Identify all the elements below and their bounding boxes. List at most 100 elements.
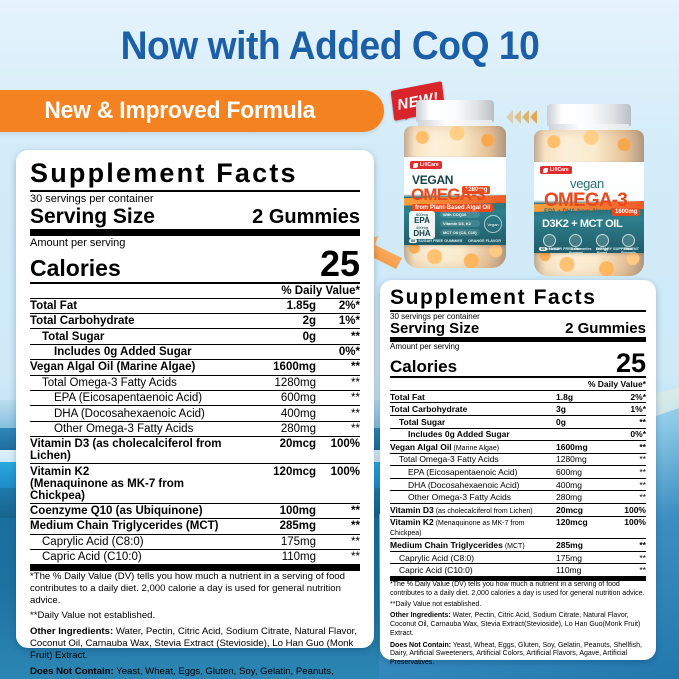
gummy-count: 60 SUGAR FREE Gummies (539, 246, 592, 251)
nutrient-daily-value: ** (351, 330, 360, 343)
nutrient-daily-value: ** (639, 467, 646, 478)
nutrition-row: Total Sugar 0g ** (30, 328, 360, 343)
nutrient-amount: 1280mg (274, 376, 316, 389)
label-mg-chip: 1600mg (612, 208, 641, 217)
nutrition-row: Caprylic Acid (C8:0) 175mg ** (390, 550, 646, 564)
nutrient-name: Capric Acid (C10:0) (399, 565, 473, 576)
leaf-icon (413, 162, 418, 168)
nutrition-row: Vegan Algal Oil (Marine Algae) 1600mg ** (30, 359, 360, 374)
nutrient-name: EPA (Eicosapentaenoic Acid) (54, 392, 203, 405)
nutrient-daily-value: 1%* (630, 404, 646, 415)
dha-label: DHA (413, 229, 431, 239)
nutrient-amount: 600mg (280, 392, 316, 405)
other-ingredients: Other Ingredients: Water, Pectin, Citric… (390, 612, 646, 638)
nutrient-amount: 1600mg (556, 441, 588, 452)
nutrient-daily-value: 0%* (338, 346, 360, 358)
nutrient-name: Medium Chain Triglycerides (MCT) (30, 520, 219, 533)
gummy-count-value: 60 (409, 239, 418, 244)
nutrition-row: DHA (Docosahexaenoic Acid) 400mg ** (390, 477, 646, 491)
nutrient-daily-value: ** (351, 520, 360, 533)
calories-value: 25 (615, 347, 646, 378)
label-bullet: With COQ10 (440, 211, 480, 219)
nutrition-row: Capric Acid (C10:0) 110mg ** (30, 548, 360, 564)
other-ingredients-label: Other Ingredients: (30, 626, 114, 638)
nutrient-amount: 20mcg (556, 504, 583, 515)
nutrient-daily-value: ** (351, 551, 360, 564)
nutrient-daily-value: 1%* (338, 315, 360, 328)
chevron-left-icon (522, 110, 529, 124)
nutrient-name: Vegan Algal Oil (Marine Algae) (30, 361, 196, 374)
serving-size-value: 2 Gummies (565, 320, 646, 338)
divider-thick (30, 228, 360, 236)
nutrient-name: Vegan Algal Oil (Marine Algae) (390, 441, 500, 452)
nutrient-name: DHA (Docosahexaenoic Acid) (408, 479, 520, 490)
nutrient-daily-value: ** (639, 454, 646, 465)
nutrient-amount: 280mg (556, 492, 582, 503)
panel-title: Supplement Facts (390, 286, 597, 309)
nutrient-name-detail: (Menaquinone as MK-7 from Chickpea) (390, 520, 525, 538)
nutrient-amount: 285mg (556, 540, 583, 551)
gummy-count: 60 SUGAR FREE GUMMIES (409, 239, 462, 244)
chevron-left-icon-group (506, 110, 537, 124)
nutrition-row: Other Omega-3 Fatty Acids 280mg ** (390, 490, 646, 503)
nutrient-daily-value: ** (351, 392, 360, 405)
label-epa-dha-box: 600mg EPA 400mg DHA (409, 211, 435, 240)
nutrition-row: Vegan Algal Oil (Marine Algae) 1600mg ** (390, 440, 646, 453)
does-not-contain: Does Not Contain: Yeast, Wheat, Eggs, Gl… (30, 666, 360, 679)
nutrition-row: Includes 0g Added Sugar 0%* (30, 343, 360, 359)
serving-size-label: Serving Size (390, 320, 480, 338)
nutrient-name: Total Sugar (42, 330, 105, 343)
label-flavor: ORANGE FLAVOR (467, 239, 501, 244)
nutrient-name: Total Sugar (399, 416, 446, 427)
product-bottle-new-formula: LifiCare VEGAN 1280mg OMEGA-3 from Plant… (404, 100, 506, 268)
nutrition-row: Vitamin K2 (Menaquinone as MK-7 from Chic… (30, 463, 360, 502)
amount-per-serving-label: Amount per serving (390, 342, 460, 352)
nutrient-amount: 120mcg (273, 465, 316, 478)
nutrient-name: Caprylic Acid (C8:0) (42, 535, 144, 548)
nutrient-name: Total Fat (30, 299, 78, 312)
nutrient-amount: 2g (302, 315, 316, 328)
nutrient-name: Vitamin D3 (as cholecalciferol from Lich… (30, 438, 222, 463)
nutrient-name: Coenzyme Q10 (as Ubiquinone) (30, 505, 203, 517)
label-product-name: OMEGA-3 (544, 190, 628, 212)
nutrient-name: Total Carbohydrate (30, 315, 135, 328)
other-ingredients-text: Water, Pectin, Citric Acid, Sodium Citra… (390, 612, 641, 637)
nutrient-amount: 3g (556, 404, 566, 415)
divider (30, 190, 360, 192)
label-bullet: Vitamin D3, K2 (440, 220, 480, 228)
bottle-neck (549, 124, 629, 132)
nutrient-daily-value: ** (639, 441, 646, 452)
serving-size-value: 2 Gummies (252, 205, 360, 228)
benefit-badge-label: Brain Health (539, 247, 561, 252)
nutrient-name: Total Omega-3 Fatty Acids (42, 376, 177, 389)
nutrition-row: Total Omega-3 Fatty Acids 1280mg ** (30, 374, 360, 390)
label-wave-accent (404, 195, 506, 206)
panel-footnotes: *The % Daily Value (DV) tells you how mu… (390, 581, 646, 668)
nutrition-row: Total Fat 1.8g 2%* (390, 389, 646, 403)
other-ingredients: Other Ingredients: Water, Pectin, Citric… (30, 626, 360, 662)
gummy-count-sub: SUGAR FREE Gummies (548, 246, 592, 251)
nutrient-daily-value: 2%* (630, 391, 646, 402)
label-tagline: D3K2 + MCT OIL (542, 218, 623, 231)
nutrient-amount: 120mcg (556, 517, 588, 528)
nutrient-amount: 0g (302, 330, 316, 343)
benefit-badge-label: Bone Strength (621, 247, 636, 252)
nutrient-name: DHA (Docosahexaenoic Acid) (54, 407, 205, 420)
nutrient-name: Total Omega-3 Fatty Acids (399, 454, 499, 465)
nutrition-row: Medium Chain Triglycerides (MCT) 285mg ** (30, 518, 360, 533)
nutrient-amount: 20mcg (279, 438, 316, 451)
amount-per-serving-label: Amount per serving (30, 236, 126, 249)
epa-amount: 600mg (415, 212, 429, 218)
daily-value-header: % Daily Value* (587, 378, 646, 389)
nutrient-amount: 1.85g (286, 299, 316, 312)
benefit-badge-group: Brain Health Better Support Energy Boost… (538, 234, 640, 253)
nutrient-name-detail: (MCT) (502, 543, 525, 551)
supplement-facts-panel-new: Supplement Facts 30 servings per contain… (16, 150, 374, 679)
does-not-contain-text: Yeast, Wheat, Eggs, Gluten, Soy, Gelatin… (390, 641, 642, 667)
nutrient-name: Vitamin K2 (Menaquinone as MK-7 from Chic… (30, 465, 184, 502)
nutrient-daily-value: ** (639, 540, 646, 551)
dha-amount: 400mg (415, 225, 429, 231)
divider (30, 281, 360, 284)
nutrition-row: Vitamin D3 (as cholecalciferol from Lich… (30, 436, 360, 463)
vegan-seal-icon: Vegan (484, 215, 502, 234)
